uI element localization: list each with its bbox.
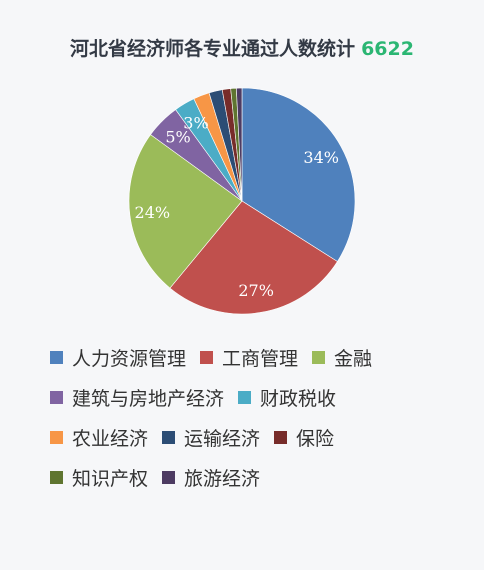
pie-data-label: 24%: [135, 203, 171, 222]
legend-item-agriculture[interactable]: 农业经济: [50, 424, 148, 451]
legend-swatch: [312, 350, 326, 364]
total-count: 6622: [361, 38, 414, 60]
legend-swatch: [50, 430, 63, 444]
legend-label: 旅游经济: [184, 467, 261, 490]
legend-item-ip[interactable]: 知识产权: [50, 464, 148, 491]
chart-title-text: 河北省经济师各专业通过人数统计: [70, 38, 356, 60]
legend-swatch: [50, 470, 63, 484]
legend-label: 保险: [296, 427, 335, 450]
legend-swatch: [274, 430, 288, 444]
legend-label: 建筑与房地产经济: [72, 387, 225, 410]
pie-data-label: 34%: [303, 148, 339, 167]
legend-item-fiscal[interactable]: 财政税收: [238, 384, 336, 411]
legend-row: 知识产权 旅游经济: [50, 457, 480, 497]
legend-item-transport[interactable]: 运输经济: [162, 424, 260, 451]
pie-slice: [128, 134, 243, 289]
legend-item-business[interactable]: 工商管理: [200, 344, 298, 371]
legend-swatch: [50, 390, 63, 404]
legend-row: 农业经济 运输经济 保险: [50, 417, 480, 457]
legend: 人力资源管理 工商管理 金融 建筑与房地产经济 财政税收 农业经济 运输经济: [50, 337, 480, 497]
pie-slice: [169, 200, 338, 315]
legend-item-finance[interactable]: 金融: [312, 344, 372, 371]
pie-slices: [128, 87, 356, 315]
legend-swatch: [162, 470, 176, 484]
legend-row: 建筑与房地产经济 财政税收: [50, 377, 480, 417]
legend-label: 人力资源管理: [72, 347, 187, 370]
pie-data-label: 5%: [165, 128, 190, 147]
pie-labels: 34% 27% 24% 5%3%: [135, 114, 339, 300]
legend-label: 工商管理: [222, 347, 299, 370]
legend-label: 金融: [334, 347, 373, 370]
legend-label: 农业经济: [72, 427, 149, 450]
legend-swatch: [238, 390, 252, 404]
pie-slice: [236, 87, 243, 202]
legend-label: 财政税收: [260, 387, 337, 410]
legend-item-hr[interactable]: 人力资源管理: [50, 344, 186, 371]
legend-item-tourism[interactable]: 旅游经济: [162, 464, 260, 491]
legend-item-insurance[interactable]: 保险: [274, 424, 334, 451]
legend-item-real-estate[interactable]: 建筑与房地产经济: [50, 384, 224, 411]
pie-data-label: 27%: [238, 281, 274, 300]
pie-data-label: 3%: [183, 114, 208, 133]
legend-swatch: [162, 430, 176, 444]
chart-title: 河北省经济师各专业通过人数统计 6622: [0, 34, 484, 61]
pie-chart: 34% 27% 24% 5%3%: [128, 87, 356, 315]
pie-slice: [241, 87, 356, 262]
legend-label: 运输经济: [184, 427, 261, 450]
legend-swatch: [50, 350, 63, 364]
legend-swatch: [200, 350, 214, 364]
legend-row: 人力资源管理 工商管理 金融: [50, 337, 480, 377]
legend-label: 知识产权: [72, 467, 149, 490]
